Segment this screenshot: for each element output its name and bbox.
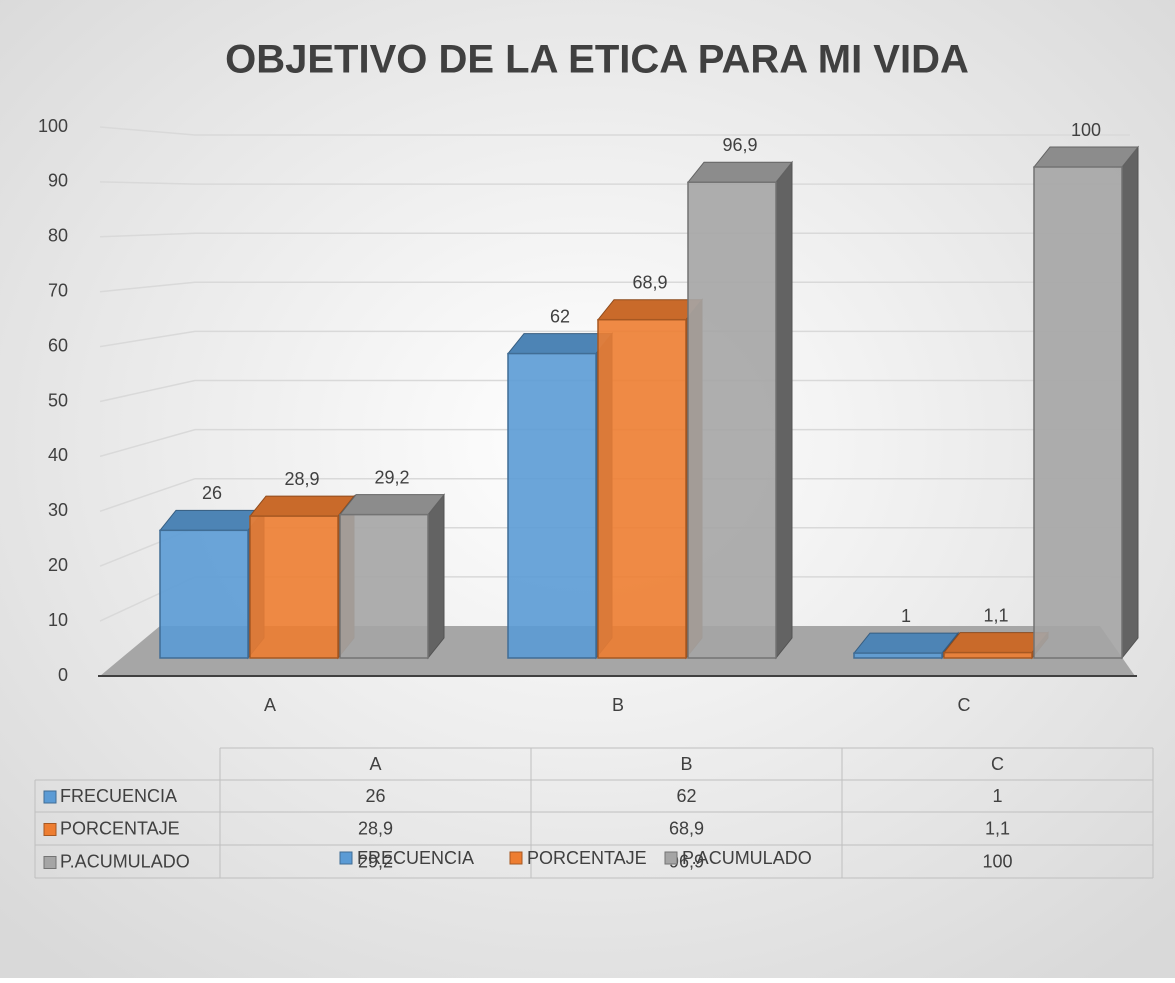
bar-front xyxy=(597,318,687,659)
table-cell: 1,1 xyxy=(985,818,1010,838)
grid-line xyxy=(99,126,1130,136)
bar-side xyxy=(427,493,445,660)
legend-swatch xyxy=(664,851,678,865)
y-tick-label: 20 xyxy=(48,555,68,575)
grid-line xyxy=(99,477,1130,513)
x-tick-label: C xyxy=(958,695,971,715)
bar-front xyxy=(853,652,943,659)
table-cell: 100 xyxy=(982,851,1012,871)
data-label: 62 xyxy=(550,306,570,326)
table-cell: 29,2 xyxy=(358,851,393,871)
bar xyxy=(506,332,614,660)
data-label: 28,9 xyxy=(284,469,319,489)
x-tick-label: B xyxy=(612,695,624,715)
bar-top xyxy=(338,494,446,516)
legend-swatch xyxy=(43,856,57,869)
legend-label: P.ACUMULADO xyxy=(682,848,812,868)
grid-line xyxy=(99,232,1130,238)
x-tick-label: A xyxy=(264,695,276,715)
table-cell: 68,9 xyxy=(669,818,704,838)
y-tick-label: 60 xyxy=(48,335,68,355)
bar-front xyxy=(249,515,339,659)
data-label: 96,9 xyxy=(722,135,757,155)
table-cell: 96,9 xyxy=(669,851,704,871)
table-header: C xyxy=(991,754,1004,774)
bar xyxy=(852,631,960,660)
legend-label: FRECUENCIA xyxy=(357,848,474,868)
grid-line xyxy=(99,281,1130,293)
bar-front xyxy=(339,513,429,659)
y-tick-label: 30 xyxy=(48,500,68,520)
y-tick-label: 0 xyxy=(58,665,68,685)
y-tick-label: 40 xyxy=(48,445,68,465)
table-header: B xyxy=(680,754,692,774)
table-row-label: FRECUENCIA xyxy=(60,786,177,806)
grid-line xyxy=(99,379,1130,403)
bar xyxy=(596,298,704,660)
table-row-label: PORCENTAJE xyxy=(60,818,180,838)
bar-top xyxy=(596,299,704,321)
bar xyxy=(686,160,794,660)
bar-front xyxy=(507,352,597,659)
legend-label: PORCENTAJE xyxy=(527,848,647,868)
y-tick-label: 70 xyxy=(48,280,68,300)
bar-front xyxy=(1033,166,1123,659)
bar xyxy=(942,631,1050,660)
table-row-label: P.ACUMULADO xyxy=(60,851,190,871)
bar-top xyxy=(506,333,614,355)
bar xyxy=(248,494,356,660)
chart-title: OBJETIVO DE LA ETICA PARA MI VIDA xyxy=(225,38,969,82)
data-label: 68,9 xyxy=(632,272,667,292)
data-label: 26 xyxy=(202,483,222,503)
bar-top xyxy=(686,161,794,183)
table-cell: 26 xyxy=(365,786,385,806)
bar-front xyxy=(943,651,1033,659)
data-label: 1 xyxy=(901,606,911,626)
table-cell: 62 xyxy=(676,786,696,806)
grid-line xyxy=(99,428,1130,458)
bar-top xyxy=(852,632,960,654)
legend-swatch xyxy=(43,790,57,804)
table-header: A xyxy=(369,754,381,774)
bar-side xyxy=(775,160,793,660)
y-tick-label: 100 xyxy=(38,116,68,136)
data-label: 29,2 xyxy=(374,467,409,487)
bar-top xyxy=(158,509,266,531)
bar-top xyxy=(942,632,1050,654)
bar xyxy=(1032,145,1140,660)
bar-front xyxy=(687,181,777,659)
bar-front xyxy=(159,529,249,659)
legend-swatch xyxy=(509,851,523,865)
table-cell: 28,9 xyxy=(358,818,393,838)
data-label: 1,1 xyxy=(983,605,1008,625)
bar xyxy=(158,508,266,660)
bar-top xyxy=(1032,146,1140,168)
grid-line xyxy=(99,181,1130,185)
y-tick-label: 10 xyxy=(48,610,68,630)
y-tick-label: 50 xyxy=(48,390,68,410)
data-label: 100 xyxy=(1071,120,1101,140)
legend-swatch xyxy=(339,851,353,865)
table-cell: 1 xyxy=(992,786,1002,806)
legend-swatch xyxy=(43,823,57,836)
grid-line xyxy=(99,330,1130,348)
y-tick-label: 90 xyxy=(48,171,68,191)
bar xyxy=(338,493,446,660)
bar-top xyxy=(248,495,356,517)
bar-side xyxy=(1121,145,1139,660)
y-tick-label: 80 xyxy=(48,226,68,246)
